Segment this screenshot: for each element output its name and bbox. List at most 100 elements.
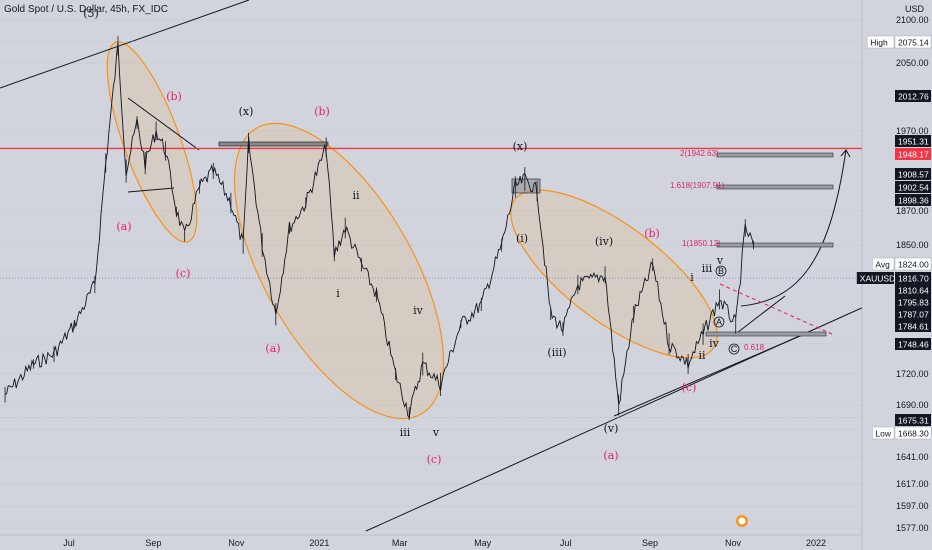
wave-label: ii [352, 189, 360, 202]
price-tag-value: 1816.70 [898, 274, 929, 284]
price-tag [895, 272, 931, 284]
price-tag-label-bg [866, 35, 895, 49]
y-tick-label: 2050.00 [896, 58, 929, 68]
circled-wave-label: B [718, 266, 724, 276]
wave-label: v [716, 254, 724, 267]
time-axis: Jul Sep Nov 2021 Mar May Jul Sep Nov 2022 [0, 534, 862, 548]
chart-title-suffix: h, FX_IDC [121, 4, 168, 15]
wave-label: iv [709, 337, 720, 350]
trendline-wedge [732, 295, 786, 337]
fib-label: 0.618 [744, 343, 765, 352]
price-tag-value: 1948.17 [898, 150, 929, 160]
trendline-support [613, 332, 808, 417]
circled-wave-marker [713, 316, 725, 328]
fib-bar [716, 184, 834, 190]
logo-icon-center [738, 517, 746, 525]
y-tick-label: 1850.00 [896, 240, 929, 250]
price-tag-value: 1748.46 [898, 340, 929, 350]
price-tag [895, 320, 931, 332]
price-tag [894, 257, 932, 271]
y-tick-label: 1690.00 [896, 400, 929, 410]
price-tag-label-bg [872, 426, 895, 440]
fib-bar [716, 242, 834, 248]
price-tag-value: 2075.14 [898, 38, 929, 48]
wave-label: (x) [239, 105, 254, 118]
price-tag-value: 1784.61 [898, 322, 929, 332]
projection-arrowhead [840, 149, 851, 158]
wave-label: (a) [603, 449, 618, 462]
price-tag-label: XAUUSD [860, 274, 895, 284]
wave-label: (c) [427, 453, 442, 466]
price-tag [895, 284, 931, 296]
zone-box [218, 141, 329, 147]
wave-label: (a) [265, 342, 280, 355]
wave-label: ii [698, 349, 706, 362]
grid-lines [0, 19, 862, 529]
wave-label: (b) [166, 90, 182, 103]
price-tag [895, 414, 931, 426]
price-tag-value: 1902.54 [898, 183, 929, 193]
price-tag-value: 1951.31 [898, 137, 929, 147]
price-tag [895, 90, 931, 102]
wave-label: (b) [314, 105, 330, 118]
price-tag-label-bg [872, 257, 895, 271]
x-tick-label: Jul [560, 538, 572, 548]
x-tick-label: Sep [642, 538, 658, 548]
fib-bar [716, 152, 834, 158]
wave-label: (5) [83, 7, 99, 20]
wave-label: (i) [516, 232, 528, 245]
y-tick-label: 1597.00 [896, 501, 929, 511]
circled-wave-label: A [716, 317, 722, 327]
price-tag [895, 308, 931, 320]
wave-label: (c) [176, 267, 191, 280]
fib-label: 1.618(1907.91) [670, 181, 725, 190]
price-tag-value: 1824.00 [898, 260, 929, 270]
wave-label: (a) [116, 220, 131, 233]
price-tag-value: 1810.64 [898, 286, 929, 296]
price-tag [895, 168, 931, 180]
interval-badge: 5 [115, 4, 122, 15]
wave-label: (v) [604, 422, 619, 435]
x-tick-label: Sep [145, 538, 161, 548]
price-tag [895, 181, 931, 193]
wave-label: i [336, 287, 340, 300]
price-tag [895, 194, 931, 206]
fib-targets: 2(1942.63) 1.618(1907.91) 1(1850.12) 0.618 [670, 149, 834, 352]
price-tag [894, 35, 932, 49]
x-tick-label: Nov [725, 538, 742, 548]
chart-title-text: Gold Spot / U.S. Dollar, 4 [4, 4, 116, 15]
price-tag-label: High [870, 38, 888, 48]
price-tag-value: 1795.83 [898, 298, 929, 308]
fib-bar [705, 331, 827, 337]
y-tick-label: 1577.00 [896, 523, 929, 533]
horizontal-lines [0, 41, 862, 418]
fib-label: 2(1942.63) [680, 149, 719, 158]
fib-label: 1(1850.12) [682, 239, 721, 248]
x-tick-label: Mar [392, 538, 408, 548]
triangle-lower [127, 187, 175, 193]
y-tick-label: 2100.00 [896, 15, 929, 25]
wave-label: iii [400, 426, 411, 439]
wave-label: i [690, 271, 694, 284]
circled-wave-marker [728, 343, 740, 355]
x-tick-label: 2022 [806, 538, 826, 548]
wave-label: v [432, 426, 440, 439]
circled-wave-marker [715, 265, 727, 277]
wave-label: (x) [513, 140, 528, 153]
price-tag-value: 2012.76 [898, 92, 929, 102]
wave-label: (iii) [547, 346, 566, 359]
price-tag [895, 338, 931, 350]
price-tag [895, 135, 931, 147]
currency-label: USD [905, 4, 925, 14]
wave-label: iv [413, 304, 424, 317]
price-axis: 1577.001597.001617.001641.001661.001690.… [856, 0, 932, 550]
x-tick-label: Nov [228, 538, 245, 548]
y-tick-label: 1720.00 [896, 369, 929, 379]
price-tag-label: Low [875, 429, 891, 439]
price-tag [895, 296, 931, 308]
wave-label: iii [702, 262, 713, 275]
